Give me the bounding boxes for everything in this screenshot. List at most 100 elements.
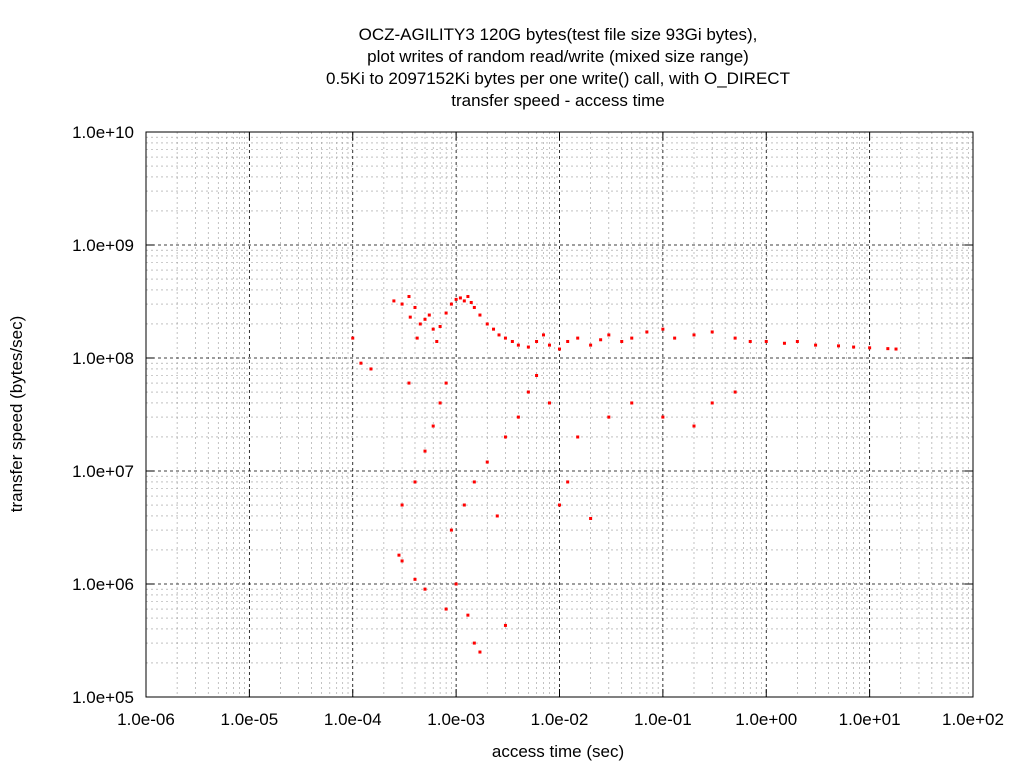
title-line-1: OCZ-AGILITY3 120G bytes(test file size 9… <box>359 25 758 44</box>
data-point <box>566 480 570 484</box>
data-point <box>423 317 427 321</box>
data-point <box>620 339 624 343</box>
data-point <box>435 339 439 343</box>
x-tick-label: 1.0e-06 <box>117 710 175 729</box>
data-point <box>733 390 737 394</box>
y-axis-ticks: 1.0e+05 1.0e+06 1.0e+07 1.0e+08 1.0e+09 1.0e+… <box>72 123 973 707</box>
data-point <box>764 339 768 343</box>
data-point <box>462 503 466 507</box>
data-point <box>503 336 507 340</box>
data-point <box>469 300 473 304</box>
y-tick-label: 1.0e+09 <box>72 236 134 255</box>
data-point <box>392 299 396 303</box>
data-point <box>630 401 634 405</box>
data-point <box>852 345 856 349</box>
data-point <box>692 333 696 337</box>
title-line-2: plot writes of random read/write (mixed … <box>367 47 749 66</box>
x-tick-label: 1.0e-02 <box>531 710 589 729</box>
data-point <box>359 361 363 365</box>
data-point <box>400 302 404 306</box>
data-point <box>413 480 417 484</box>
data-point <box>692 424 696 428</box>
data-point <box>710 401 714 405</box>
data-points <box>351 295 898 654</box>
data-point <box>886 347 890 351</box>
data-point <box>497 333 501 337</box>
data-point <box>369 367 373 371</box>
data-point <box>814 343 818 347</box>
y-tick-label: 1.0e+05 <box>72 688 134 707</box>
data-point <box>400 559 404 563</box>
data-point <box>795 339 799 343</box>
data-point <box>868 346 872 350</box>
data-point <box>397 553 401 557</box>
data-point <box>558 503 561 507</box>
data-point <box>673 336 677 340</box>
data-point <box>630 336 634 340</box>
data-point <box>423 587 427 591</box>
data-point <box>444 381 448 385</box>
data-point <box>661 415 665 419</box>
x-axis-ticks: 1.0e-06 1.0e-05 1.0e-04 1.0e-03 1.0e-02 1.0e-… <box>117 132 1004 729</box>
data-point <box>462 299 466 303</box>
y-tick-label: 1.0e+07 <box>72 462 134 481</box>
data-point <box>472 305 476 309</box>
data-point <box>547 343 551 347</box>
data-point <box>454 582 458 586</box>
x-tick-label: 1.0e-05 <box>221 710 279 729</box>
data-point <box>431 424 435 428</box>
data-point <box>547 401 551 405</box>
data-point <box>558 347 561 351</box>
data-point <box>472 480 476 484</box>
data-point <box>413 305 417 309</box>
data-point <box>837 344 841 348</box>
data-point <box>607 333 611 337</box>
data-point <box>599 338 603 342</box>
minor-grid <box>146 132 973 697</box>
data-point <box>607 415 611 419</box>
data-point <box>351 336 355 340</box>
x-axis-label: access time (sec) <box>492 742 624 761</box>
data-point <box>541 333 545 337</box>
data-point <box>438 325 442 329</box>
data-point <box>466 613 470 617</box>
y-tick-label: 1.0e+06 <box>72 575 134 594</box>
data-point <box>472 641 476 645</box>
data-point <box>415 336 419 340</box>
data-point <box>526 345 530 349</box>
y-tick-label: 1.0e+08 <box>72 349 134 368</box>
data-point <box>407 381 411 385</box>
data-point <box>449 302 453 306</box>
data-point <box>526 390 530 394</box>
data-point <box>566 339 570 343</box>
data-point <box>589 516 593 520</box>
data-point <box>782 341 786 345</box>
data-point <box>408 315 412 319</box>
data-point <box>423 449 427 453</box>
y-tick-label: 1.0e+10 <box>72 123 134 142</box>
data-point <box>503 623 507 627</box>
data-point <box>510 339 514 343</box>
data-point <box>516 415 520 419</box>
data-point <box>413 577 417 581</box>
y-axis-label: transfer speed (bytes/sec) <box>7 316 26 513</box>
data-point <box>576 435 580 439</box>
title-line-4: transfer speed - access time <box>451 91 665 110</box>
x-tick-label: 1.0e+01 <box>839 710 901 729</box>
x-tick-label: 1.0e-01 <box>634 710 692 729</box>
data-point <box>418 322 422 326</box>
data-point <box>485 460 489 464</box>
data-point <box>454 297 458 301</box>
major-grid <box>146 132 973 697</box>
data-point <box>458 296 462 300</box>
x-tick-label: 1.0e+02 <box>942 710 1004 729</box>
data-point <box>495 514 499 518</box>
data-point <box>589 343 593 347</box>
data-point <box>427 313 431 317</box>
data-point <box>733 336 737 340</box>
x-tick-label: 1.0e+00 <box>735 710 797 729</box>
data-point <box>449 528 453 532</box>
data-point <box>407 295 411 299</box>
data-point <box>438 401 442 405</box>
